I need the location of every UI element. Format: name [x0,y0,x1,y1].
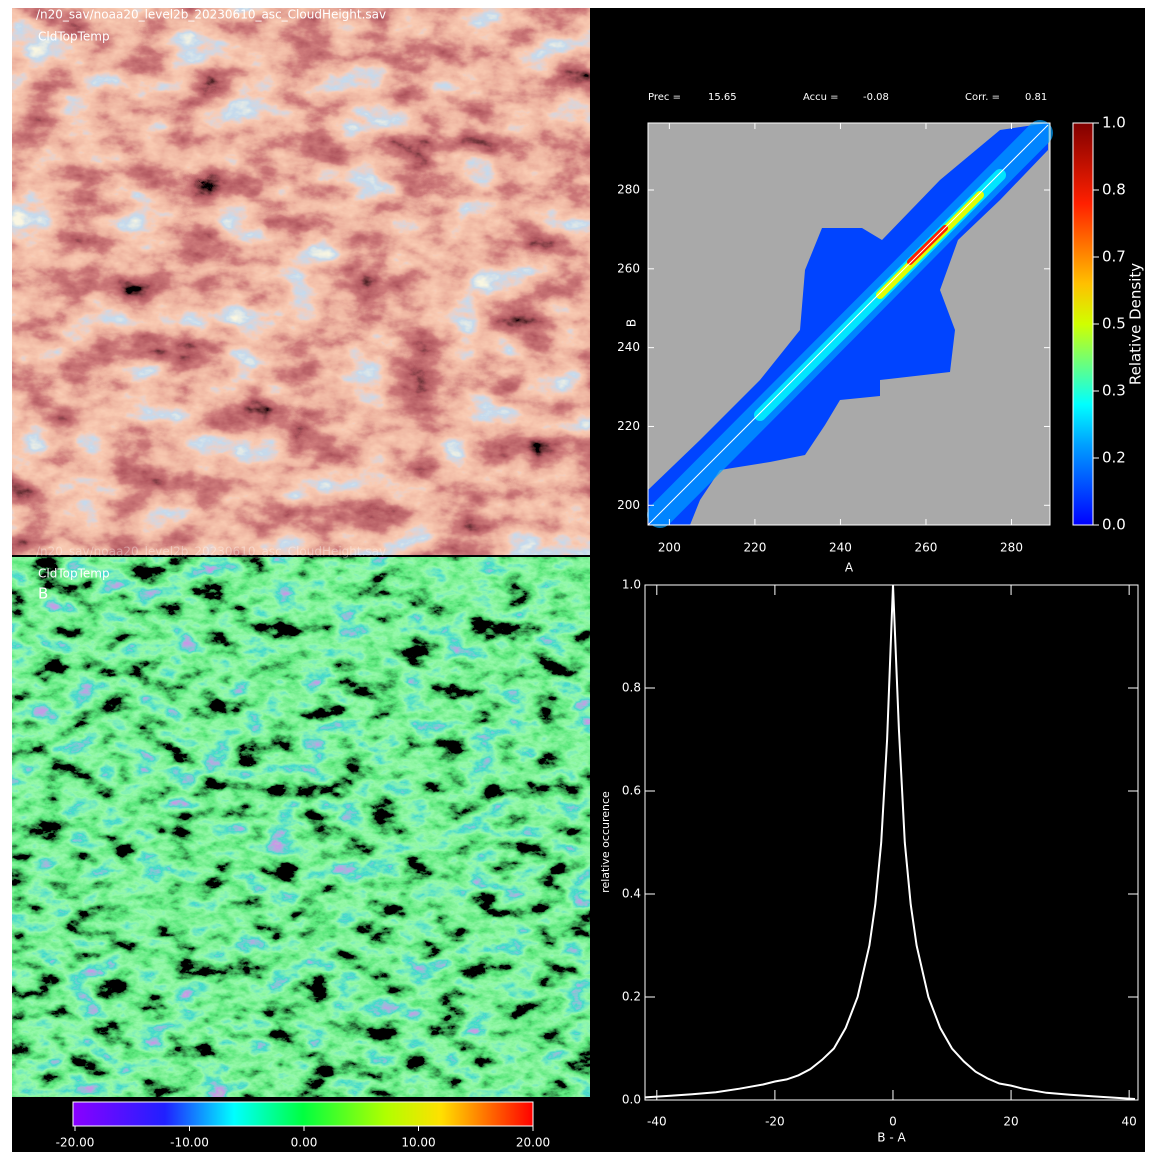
colorbar-tick-label: 0.7 [1102,247,1126,265]
x-tick-label: 240 [829,541,852,555]
y-tick-label: 0.4 [622,887,641,901]
x-tick-label: 40 [1122,1115,1137,1129]
y-tick-label: 0.6 [622,784,641,798]
map-b-label: B [38,585,48,603]
colorbar-tick-label: 0.8 [1102,181,1126,199]
x-tick-label: -40 [647,1115,667,1129]
map-a-file: /n20_sav/noaa20_level2b_20230610_asc_Clo… [36,8,386,22]
y-tick-label: 260 [617,261,640,275]
y-tick-label: 1.0 [622,578,641,592]
density-plot [647,120,1053,528]
line [644,584,1136,1100]
x-tick-label: 20 [1003,1115,1018,1129]
density-frame [647,122,1051,526]
stat-value: 0.81 [1025,92,1047,103]
colorbar-tick-label: 0.2 [1102,448,1126,466]
x-tick-label: 0 [889,1115,897,1129]
colorbar-tick-label: 0.0 [1102,516,1126,534]
y-tick-label: 0.0 [622,1093,641,1107]
colorbar-tick-label: 10.00 [401,1136,435,1150]
y-tick-label: 0.8 [622,681,641,695]
x-tick-label: 220 [743,541,766,555]
y-axis-label: relative occurence [599,791,612,893]
x-tick-label: 200 [658,541,681,555]
map-colorbar [72,1101,534,1127]
stat-value: -0.08 [863,92,889,103]
y-axis-label: B [625,319,639,327]
y-tick-label: 200 [617,498,640,512]
y-tick-label: 0.2 [622,990,641,1004]
colorbar-tick-label: 0.3 [1102,382,1126,400]
x-axis-label: B - A [877,1131,906,1145]
map-a [12,8,590,555]
colorbar-tick-label: 0.5 [1102,315,1126,333]
stat-value: 15.65 [708,92,737,103]
map-b-variable: CldTopTemp [38,567,110,581]
stat-label: Corr. = [965,92,1000,103]
map-b-file: /n20_sav/noaa20_level2b_20230610_asc_Clo… [36,545,386,559]
density-colorbar [1072,122,1094,526]
colorbar-label: Relative Density [1127,263,1145,385]
stat-label: Accu = [803,92,839,103]
line-frame [644,584,1139,1101]
x-tick-label: 260 [915,541,938,555]
x-tick-label: -20 [765,1115,785,1129]
y-tick-label: 280 [617,183,640,197]
map-b [12,557,590,1097]
colorbar-tick-label: 20.00 [516,1136,550,1150]
colorbar-tick-label: -10.00 [170,1136,209,1150]
colorbar-tick-label: 1.0 [1102,114,1126,132]
y-tick-label: 240 [617,340,640,354]
diagonal [647,124,1049,526]
map-a-variable: CldTopTemp [38,30,110,44]
stat-label: Prec = [648,92,681,103]
colorbar-tick-label: 0.00 [291,1136,318,1150]
colorbar-tick-label: -20.00 [56,1136,95,1150]
y-tick-label: 220 [617,419,640,433]
x-tick-label: 280 [1000,541,1023,555]
x-axis-label: A [845,561,854,575]
